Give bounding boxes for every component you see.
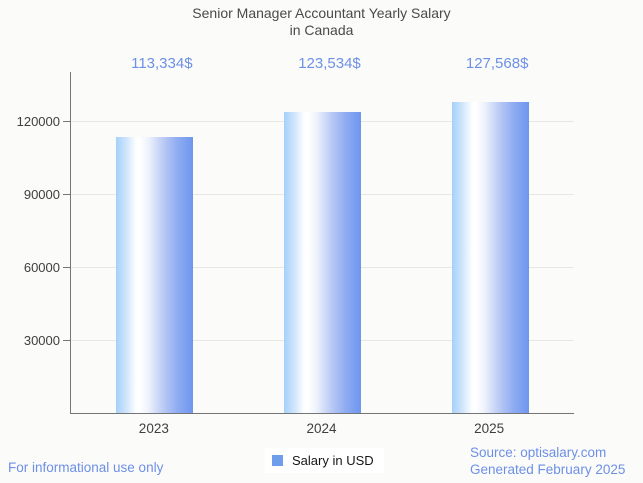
legend: Salary in USD [265, 448, 384, 473]
y-axis-label-60000: 60000 [23, 259, 60, 275]
plot-area [70, 72, 574, 414]
bar-2025 [451, 102, 529, 413]
source-attribution: Source: optisalary.com Generated Februar… [470, 444, 625, 478]
y-axis-tick [63, 193, 70, 195]
y-axis-label-90000: 90000 [23, 186, 60, 202]
y-axis-tick [63, 339, 70, 341]
bar-2023 [116, 136, 194, 413]
x-axis-label-2025: 2025 [474, 421, 505, 436]
x-axis-label-2024: 2024 [306, 421, 337, 436]
bar-2024 [284, 112, 361, 413]
legend-label: Salary in USD [292, 453, 374, 468]
value-label-2023: 113,334$ [131, 55, 193, 72]
value-label-2025: 127,568$ [465, 55, 529, 72]
y-axis-label-120000: 120000 [16, 113, 60, 129]
disclaimer-text: For informational use only [8, 460, 164, 475]
generated-line: Generated February 2025 [470, 462, 626, 477]
y-axis-label-30000: 30000 [23, 332, 60, 348]
y-axis-tick [63, 120, 70, 122]
x-axis-label-2023: 2023 [138, 421, 169, 436]
source-line: Source: optisalary.com [470, 445, 607, 460]
y-axis-tick [63, 266, 70, 268]
chart-title: Senior Manager Accountant Yearly Salary … [192, 5, 451, 38]
legend-marker-icon [272, 455, 283, 466]
value-label-2024: 123,534$ [298, 55, 361, 72]
